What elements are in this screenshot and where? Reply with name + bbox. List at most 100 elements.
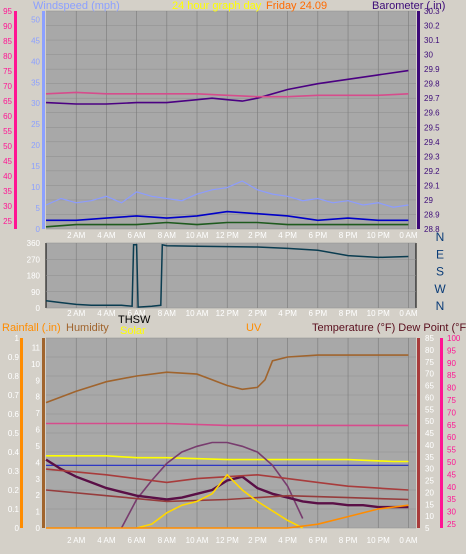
windspeed-tick: 45 — [31, 36, 40, 45]
barometer-tick: 29.3 — [424, 152, 440, 161]
direction-x-tick: 8 PM — [339, 309, 358, 318]
friday-header: Friday 24.09 — [266, 0, 327, 12]
series-barometer — [45, 69, 409, 105]
direction-x-tick: 0 AM — [399, 309, 418, 318]
barometer-tick: 30.2 — [424, 22, 440, 31]
secondary-tick: 70 — [3, 82, 12, 91]
temp-tick: 15 — [425, 500, 434, 509]
secondary-tick: 75 — [3, 67, 12, 76]
windspeed-tick: 10 — [31, 183, 40, 192]
series-wind_avg — [46, 210, 409, 222]
uv-tick: 6 — [36, 426, 41, 435]
wind-x-tick: 6 PM — [309, 231, 328, 240]
windspeed-tick: 5 — [36, 204, 41, 213]
direction-tick: 360 — [27, 239, 41, 248]
rain-tick: 0.7 — [8, 391, 20, 400]
direction-label: S — [436, 265, 444, 279]
rain-tick: 0.3 — [8, 467, 20, 476]
direction-label: N — [436, 230, 445, 244]
dewpoint-tick: 75 — [447, 396, 456, 405]
series-temperature — [45, 468, 409, 491]
direction-tick: 90 — [31, 288, 40, 297]
uv-tick: 8 — [36, 393, 41, 402]
windspeed-axis-strip — [42, 11, 45, 229]
secondary-tick: 40 — [3, 172, 12, 181]
rain-axis-strip — [20, 338, 23, 528]
temp-x-tick: 10 AM — [186, 536, 209, 545]
direction-label: W — [434, 282, 446, 296]
barometer-tick: 29.8 — [424, 80, 440, 89]
series-direction — [45, 243, 409, 308]
uv-tick: 9 — [36, 376, 41, 385]
grid-layer — [14, 10, 443, 529]
temp-tick: 5 — [425, 524, 430, 533]
rain-tick: 0 — [15, 524, 20, 533]
windspeed-tick: 35 — [31, 78, 40, 87]
dewpoint-tick: 90 — [447, 359, 456, 368]
dewpoint-tick: 85 — [447, 371, 456, 380]
temp-x-tick: 8 PM — [339, 536, 358, 545]
windspeed-tick: 40 — [31, 57, 40, 66]
direction-x-tick: 12 PM — [216, 309, 239, 318]
temp-tick: 10 — [425, 512, 434, 521]
secondary-tick: 30 — [3, 202, 12, 211]
series-layer — [45, 69, 409, 529]
temp-x-tick: 0 AM — [399, 536, 418, 545]
dewpoint-tick: 55 — [447, 446, 456, 455]
series-yellow_line — [46, 454, 409, 463]
dewpoint-tick: 80 — [447, 384, 456, 393]
wind-x-tick: 10 AM — [186, 231, 209, 240]
wind-x-tick: 12 PM — [216, 231, 239, 240]
barometer-tick: 30.3 — [424, 7, 440, 16]
barometer-tick: 28.8 — [424, 225, 440, 234]
series-humidity — [45, 354, 409, 404]
dewpoint-tick: 95 — [447, 346, 456, 355]
wind-x-tick: 8 AM — [158, 231, 177, 240]
windspeed-tick: 25 — [31, 120, 40, 129]
rain-tick: 0.8 — [8, 372, 20, 381]
windspeed-tick: 15 — [31, 162, 40, 171]
temp-tick: 85 — [425, 334, 434, 343]
temp-tick: 55 — [425, 405, 434, 414]
temp-x-tick: 10 PM — [367, 536, 390, 545]
secondary-tick: 90 — [3, 22, 12, 31]
uv-tick: 11 — [32, 344, 41, 353]
temp-tick: 30 — [425, 465, 434, 474]
barometer-tick: 29.4 — [424, 138, 440, 147]
direction-x-tick: 4 PM — [278, 309, 297, 318]
series-thsw — [45, 458, 409, 509]
dewpoint-tick: 35 — [447, 495, 456, 504]
secondary-tick: 50 — [3, 142, 12, 151]
wind-x-tick: 8 PM — [339, 231, 358, 240]
secondary-tick: 80 — [3, 52, 12, 61]
direction-x-tick: 6 AM — [127, 309, 146, 318]
wind-x-tick: 6 AM — [127, 231, 146, 240]
direction-x-tick: 2 PM — [248, 309, 267, 318]
barometer-tick: 29.1 — [424, 181, 440, 190]
dewpoint-tick: 45 — [447, 470, 456, 479]
temp-x-tick: 4 AM — [97, 536, 116, 545]
secondary-tick: 45 — [3, 157, 12, 166]
direction-label: E — [436, 247, 444, 261]
temp-tick: 65 — [425, 382, 434, 391]
temp-x-tick: 8 AM — [158, 536, 177, 545]
rain-tick: 1 — [15, 334, 20, 343]
uv-header: UV — [246, 322, 262, 334]
temp-tick: 45 — [425, 429, 434, 438]
labels-layer: 28.828.92929.129.229.329.429.529.629.729… — [3, 7, 461, 545]
dewpoint-tick: 40 — [447, 483, 456, 492]
wind-x-tick: 4 PM — [278, 231, 297, 240]
windspeed-tick: 50 — [31, 15, 40, 24]
barometer-tick: 29.2 — [424, 167, 440, 176]
uv-axis-strip — [42, 338, 45, 528]
temp-tick: 20 — [425, 488, 434, 497]
rain-tick: 0.5 — [8, 429, 20, 438]
thsw-header: THSW — [118, 314, 151, 326]
secondary-tick: 65 — [3, 97, 12, 106]
barometer-axis-strip — [417, 11, 420, 229]
temp-tick: 40 — [425, 441, 434, 450]
wind-x-tick: 4 AM — [97, 231, 116, 240]
uv-tick: 2 — [36, 491, 41, 500]
secondary-axis-strip — [14, 11, 17, 229]
temp-x-tick: 2 PM — [248, 536, 267, 545]
